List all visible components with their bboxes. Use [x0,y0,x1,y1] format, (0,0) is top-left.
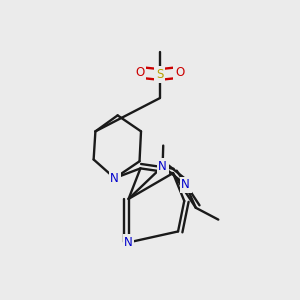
Text: N: N [158,160,167,173]
Text: O: O [135,66,145,79]
Text: S: S [156,68,164,81]
Text: N: N [124,236,133,249]
Text: O: O [175,66,184,79]
Text: N: N [110,172,119,185]
Text: N: N [182,178,190,191]
